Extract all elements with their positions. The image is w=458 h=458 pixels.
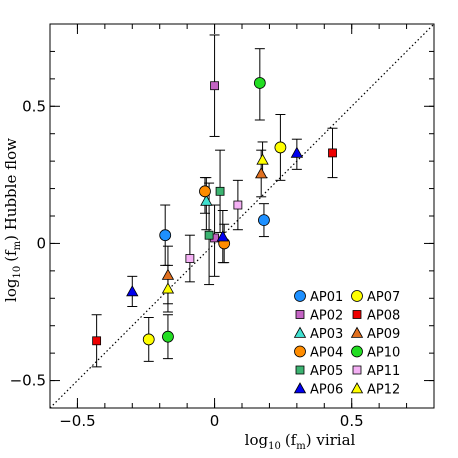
- data-point-ap10: [162, 330, 174, 343]
- data-point-ap12: [161, 282, 175, 294]
- legend-marker-ap11: [352, 365, 362, 375]
- data-point-ap04: [199, 185, 211, 198]
- data-point-ap08: [328, 148, 337, 158]
- data-point-ap01: [159, 229, 172, 242]
- legend-label-ap03: AP03: [310, 327, 343, 342]
- y-tick-label: 0: [36, 234, 46, 252]
- data-point-ap11: [233, 200, 243, 210]
- legend-marker-ap07: [351, 290, 363, 302]
- x-axis-label: log10 (fm) virial: [245, 431, 356, 452]
- legend-label-ap11: AP11: [367, 364, 400, 379]
- data-point-ap05: [215, 186, 225, 196]
- y-axis-label: log10(fm) Hubble flow: [2, 138, 23, 302]
- legend-marker-ap06: [293, 382, 307, 394]
- legend-marker-ap05: [295, 365, 305, 375]
- legend-marker-ap12: [350, 382, 364, 394]
- legend-label-ap01: AP01: [310, 290, 343, 305]
- data-point-ap11: [185, 254, 195, 263]
- legend-label-ap05: AP05: [310, 364, 343, 379]
- data-point-ap05: [204, 230, 214, 240]
- legend-label-ap09: AP09: [367, 327, 400, 342]
- data-point-ap06: [290, 146, 304, 158]
- data-point-ap08: [92, 336, 102, 346]
- data-point-ap06: [216, 230, 229, 242]
- legend-marker-ap10: [351, 345, 363, 358]
- data-point-ap01: [258, 214, 270, 227]
- data-point-ap06: [126, 285, 139, 297]
- data-point-ap10: [253, 77, 266, 89]
- legend-marker-ap01: [294, 290, 306, 302]
- data-point-ap02: [210, 81, 219, 91]
- legend-marker-ap09: [350, 326, 364, 338]
- data-point-ap07: [142, 333, 155, 346]
- data-point-ap09: [255, 167, 268, 179]
- x-tick-label: 0: [210, 412, 220, 430]
- legend-label-ap07: AP07: [367, 290, 400, 305]
- data-point-ap09: [161, 268, 175, 280]
- legend-marker-ap02: [295, 310, 305, 319]
- legend-marker-ap08: [352, 310, 362, 319]
- x-tick-label: 0.5: [340, 412, 364, 430]
- x-tick-label: −0.5: [59, 412, 95, 430]
- legend: AP01 AP02 AP03 AP04 AP05 AP06 AP07 AP08 AP09 AP10…: [293, 290, 400, 398]
- legend-marker-ap04: [294, 345, 306, 358]
- data-point-ap12: [256, 153, 269, 165]
- plot-area: −0.5 0 0.5 −0.5 0 0.5: [10, 23, 435, 430]
- legend-label-ap02: AP02: [310, 309, 343, 324]
- legend-label-ap08: AP08: [367, 309, 400, 324]
- legend-label-ap06: AP06: [310, 383, 343, 398]
- legend-label-ap10: AP10: [367, 346, 400, 361]
- y-tick-label: −0.5: [10, 372, 46, 390]
- data-point-ap03: [200, 194, 213, 206]
- legend-label-ap04: AP04: [310, 346, 343, 361]
- legend-marker-ap03: [293, 326, 307, 338]
- legend-label-ap12: AP12: [367, 383, 400, 398]
- reference-line: [49, 23, 435, 409]
- data-point-ap07: [274, 141, 287, 154]
- y-tick-label: 0.5: [22, 97, 46, 115]
